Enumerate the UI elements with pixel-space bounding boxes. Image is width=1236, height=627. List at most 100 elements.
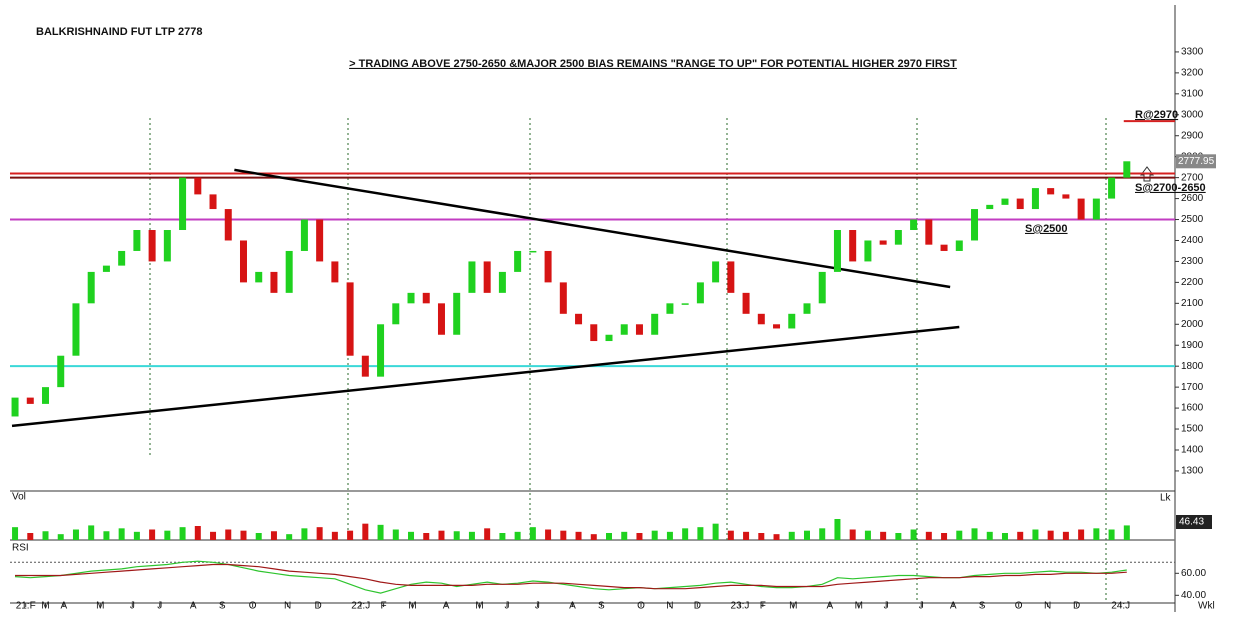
candle-body [910, 219, 918, 231]
x-tick-label: A [443, 601, 450, 612]
volume-bar [1078, 529, 1085, 540]
candle-body [757, 313, 765, 325]
candle-body [1062, 194, 1070, 199]
y-tick-label: 1800 [1181, 361, 1204, 372]
x-tick-label: 24:J [1111, 601, 1130, 612]
last-price: 2777.95 [1178, 156, 1215, 167]
candle-body [1123, 161, 1131, 178]
volume-bar [819, 528, 826, 540]
volume-bar [331, 531, 338, 540]
volume-bar [1017, 531, 1024, 540]
candle-body [148, 230, 156, 262]
candle-body [1092, 198, 1100, 220]
volume-bar [788, 531, 795, 540]
candle-body [346, 282, 354, 356]
candle-body [605, 334, 613, 342]
x-tick-label: A [569, 601, 576, 612]
candle-body [1108, 177, 1116, 199]
volume-bar [895, 533, 902, 540]
candle-body [1077, 198, 1085, 220]
x-tick-label: M [855, 601, 863, 612]
volume-bar [651, 530, 658, 540]
volume-bar [956, 530, 963, 540]
x-tick-label: A [190, 601, 197, 612]
y-tick-label: 2500 [1181, 214, 1204, 225]
volume-bar [803, 530, 810, 540]
chart-title: BALKRISHNAIND FUT LTP 2778 [36, 26, 202, 38]
candle-body [590, 324, 598, 342]
x-tick-label: J [884, 601, 889, 612]
x-tick-label: M [41, 601, 49, 612]
volume-bar [682, 528, 689, 540]
candle-body [849, 230, 857, 262]
y-tick-label: 3200 [1181, 68, 1204, 79]
y-tick-label: 1600 [1181, 403, 1204, 414]
y-tick-label: 2200 [1181, 277, 1204, 288]
volume-bar [118, 528, 125, 540]
volume-bar [880, 531, 887, 540]
candle-body [635, 324, 643, 335]
x-tick-label: J [504, 601, 509, 612]
volume-bar [210, 531, 217, 540]
volume-bar [1062, 531, 1069, 540]
unit-label: Lk [1160, 493, 1172, 504]
x-tick-label: M [789, 601, 797, 612]
volume-bar [286, 534, 293, 540]
x-tick-label: F [760, 601, 766, 612]
candle-body [285, 250, 293, 293]
candle-body [57, 355, 65, 388]
volume-bar [545, 529, 552, 540]
x-tick-label: D [1073, 601, 1080, 612]
volume-bar [712, 523, 719, 540]
y-tick-label: 1500 [1181, 424, 1204, 435]
volume-bar [834, 519, 841, 540]
y-tick-label: 2300 [1181, 256, 1204, 267]
volume-bar [1032, 529, 1039, 540]
candle-body [940, 244, 948, 251]
candle-body [620, 324, 628, 335]
y-tick-label: 60.00 [1181, 568, 1206, 579]
x-tick-label: A [60, 601, 67, 612]
candle-body [681, 303, 689, 305]
candle-body [239, 240, 247, 283]
candle-body [163, 230, 171, 262]
candle-body [498, 271, 506, 293]
volume-bar [377, 524, 384, 540]
volume-bar [57, 534, 64, 540]
trendline [11, 325, 960, 428]
volume-bar [621, 531, 628, 540]
volume-bar [514, 531, 521, 540]
volume-bar [42, 531, 49, 540]
x-tick-label: M [475, 601, 483, 612]
volume-bar [849, 529, 856, 540]
volume-bar [727, 530, 734, 540]
volume-bar [423, 533, 430, 540]
volume-bar [575, 531, 582, 540]
candle-body [742, 292, 750, 314]
volume-bar [1108, 529, 1115, 540]
volume-bar [164, 530, 171, 540]
candle-body [712, 261, 720, 283]
candle-body [803, 303, 811, 314]
candle-body [483, 261, 491, 293]
volume-bar [499, 533, 506, 540]
volume-bar [270, 531, 277, 540]
x-tick-label: A [950, 601, 957, 612]
volume-bar [1093, 528, 1100, 540]
x-tick-label: J [130, 601, 135, 612]
candle-body [1047, 188, 1055, 195]
x-tick-label: J [535, 601, 540, 612]
volume-bar [347, 530, 354, 540]
candle-body [300, 219, 308, 251]
candle-body [529, 250, 537, 253]
y-tick-label: 2600 [1181, 193, 1204, 204]
y-tick-label: 2000 [1181, 319, 1204, 330]
candle-body [392, 303, 400, 325]
y-tick-label: 40.00 [1181, 590, 1206, 601]
y-tick-label: 3300 [1181, 47, 1204, 58]
volume-bar [529, 527, 536, 540]
y-tick-label: 1700 [1181, 382, 1204, 393]
candle-body [986, 204, 994, 210]
volume-bar [88, 525, 95, 540]
x-tick-label: A [827, 601, 834, 612]
